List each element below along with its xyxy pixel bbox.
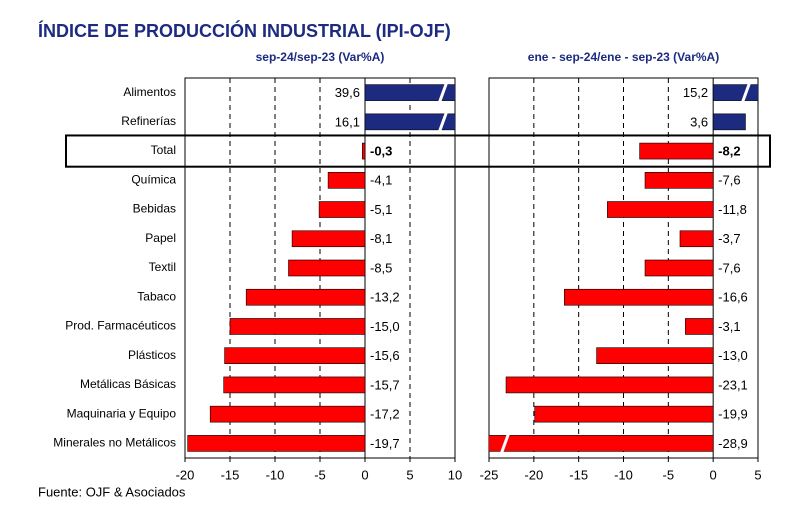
bar: [291, 230, 366, 248]
category-label: Prod. Farmacéuticos: [65, 319, 176, 333]
break-mark: [499, 431, 511, 455]
value-label: -7,6: [718, 260, 740, 275]
value-label: -3,1: [718, 319, 740, 334]
bar: [187, 435, 366, 452]
bar: [327, 172, 366, 189]
panel-subtitle: ene - sep-24/ene - sep-23 (Var%A): [528, 50, 719, 64]
category-label: Alimentos: [123, 85, 176, 99]
bar: [534, 405, 714, 423]
bar: [639, 142, 714, 160]
bar: [288, 259, 366, 277]
bar: [209, 405, 366, 423]
value-label: -5,1: [370, 202, 392, 217]
category-label: Química: [131, 172, 176, 186]
x-tick-label: -10: [266, 467, 285, 482]
bar: [229, 318, 366, 335]
value-label: 3,6: [690, 114, 708, 129]
value-label: -7,6: [718, 173, 740, 188]
bar: [712, 113, 746, 131]
bar: [364, 113, 455, 131]
break-mark: [740, 81, 752, 105]
category-label: Papel: [145, 231, 176, 245]
bar: [564, 288, 714, 306]
x-tick-label: 5: [406, 467, 413, 482]
value-label: -13,0: [718, 348, 748, 363]
x-tick-label: 0: [710, 467, 717, 482]
bar: [223, 376, 366, 394]
x-tick-label: -10: [614, 467, 633, 482]
value-label: -3,7: [718, 231, 740, 246]
value-label: -8,1: [370, 231, 392, 246]
x-tick-label: 10: [448, 467, 462, 482]
value-label: -15,0: [370, 319, 400, 334]
category-label: Plásticos: [128, 348, 176, 362]
bar: [685, 318, 714, 335]
value-label: -0,3: [370, 144, 392, 159]
value-label: -8,5: [370, 260, 392, 275]
highlight-box: [65, 134, 771, 168]
value-label: -16,6: [718, 290, 748, 305]
value-label: -19,9: [718, 407, 748, 422]
bars: [187, 84, 455, 452]
x-tick-label: -5: [314, 467, 326, 482]
value-label: -13,2: [370, 290, 400, 305]
bar: [489, 435, 714, 452]
bar: [245, 288, 366, 306]
bar: [224, 347, 366, 364]
value-label: -15,7: [370, 377, 400, 392]
category-label: Metálicas Básicas: [80, 377, 176, 391]
x-tick-label: -5: [663, 467, 675, 482]
value-label: -28,9: [718, 436, 748, 451]
category-label: Tabaco: [137, 289, 176, 303]
value-label: -8,2: [718, 144, 740, 159]
category-label: Bebidas: [133, 202, 176, 216]
bar: [318, 201, 366, 218]
category-label: Maquinaria y Equipo: [67, 406, 177, 420]
value-label: -23,1: [718, 377, 748, 392]
value-label: 15,2: [683, 85, 708, 100]
value-label: -4,1: [370, 173, 392, 188]
x-tick-label: 0: [361, 467, 368, 482]
bar: [712, 84, 758, 101]
x-tick-label: -20: [176, 467, 195, 482]
x-tick-label: -15: [221, 467, 240, 482]
break-mark: [437, 110, 449, 134]
bar: [505, 376, 714, 394]
value-label: 39,6: [335, 85, 360, 100]
value-label: -15,6: [370, 348, 400, 363]
bar: [596, 347, 714, 364]
value-label: 16,1: [335, 114, 360, 129]
category-label: Total: [151, 143, 176, 157]
bar: [361, 142, 366, 160]
x-tick-label: 5: [754, 467, 761, 482]
x-tick-label: -15: [569, 467, 588, 482]
panel-subtitle: sep-24/sep-23 (Var%A): [256, 50, 385, 64]
category-label: Minerales no Metálicos: [53, 436, 176, 450]
bars: [489, 84, 758, 452]
break-mark: [437, 81, 449, 105]
bar: [364, 84, 455, 101]
x-tick-label: -25: [480, 467, 499, 482]
bar: [607, 201, 714, 218]
bar: [644, 259, 714, 277]
category-label: Textil: [149, 260, 176, 274]
value-label: -19,7: [370, 436, 400, 451]
bar: [644, 172, 714, 189]
value-label: -17,2: [370, 407, 400, 422]
source: Fuente: OJF & Asociados: [38, 484, 186, 499]
value-label: -11,8: [718, 202, 747, 217]
category-label: Refinerías: [121, 114, 176, 128]
bar: [679, 230, 714, 248]
chart-title: ÍNDICE DE PRODUCCIÓN INDUSTRIAL (IPI-OJF…: [38, 20, 451, 41]
x-tick-label: -20: [524, 467, 543, 482]
